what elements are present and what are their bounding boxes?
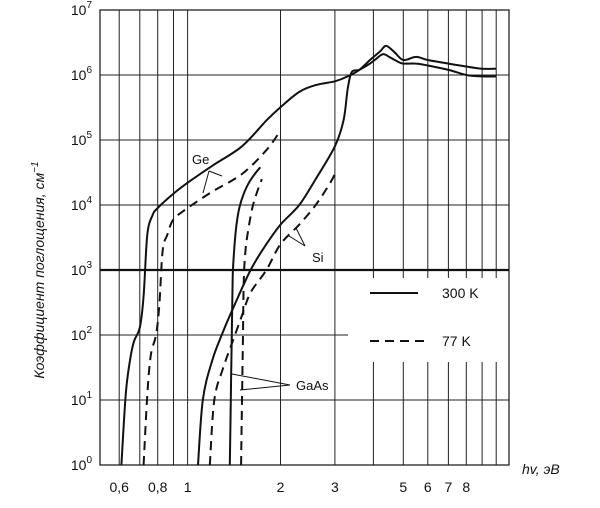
series-si-77k-line [208,173,336,466]
x-tick-label: 0,6 [109,479,129,495]
y-axis-title: Коэффициент поглощения, см−1 [30,161,47,378]
annotation-gaas: GaAs [296,378,329,393]
y-tick-label: 101 [71,390,93,408]
y-axis-title-text: Коэффициент поглощения, см [31,172,47,378]
plot-border [99,9,510,466]
pointer-si-solid [295,227,306,247]
series-group [120,44,497,466]
y-tick-label: 103 [71,260,93,278]
pointer-gaas-dashed [239,384,291,391]
x-tick-label: 6 [424,479,432,495]
y-axis-title-superscript: −1 [30,161,41,172]
y-tick-label: 102 [71,325,93,343]
pointer-ge-solid [202,170,210,194]
series-ge-77k-line [142,129,282,466]
y-tick-label: 104 [71,195,93,213]
annotations: Ge Si GaAs [192,152,329,393]
plot-frame [99,9,510,466]
x-axis-title: hv, эВ [522,461,560,477]
x-tick-label: 3 [331,479,339,495]
x-tick-label: 1 [184,479,192,495]
x-tick-label: 2 [277,479,285,495]
series-ge-300k-line [120,44,497,466]
x-tick-label: 8 [462,479,470,495]
series-gaas-77k-line [240,178,263,466]
x-tick-labels: 0,6 0,8 1 2 3 5 6 7 8 [109,479,470,495]
series-gaas-300k-line [228,166,262,466]
legend-box [348,278,512,362]
pointer-si-dashed [288,235,306,247]
y-axis-title-group: Коэффициент поглощения, см−1 [30,161,47,378]
y-tick-label: 106 [71,65,93,83]
y-tick-label: 107 [71,0,93,18]
grid [100,9,509,466]
annotation-ge: Ge [192,152,209,167]
legend-label-300k: 300 K [442,285,479,301]
series-si-300k-line [197,53,497,466]
legend-label-77k: 77 K [442,333,471,349]
legend: 300 K 77 K [348,278,512,362]
y-tick-label: 105 [71,130,93,148]
pointer-ge-dashed [208,170,223,177]
y-tick-label: 100 [71,455,93,473]
y-tick-labels: 100 101 102 103 104 105 106 107 [71,0,93,473]
pointer-gaas-solid [231,373,291,386]
x-tick-label: 7 [445,479,453,495]
x-tick-label: 0,8 [148,479,168,495]
annotation-si: Si [312,250,324,265]
x-tick-label: 5 [399,479,407,495]
